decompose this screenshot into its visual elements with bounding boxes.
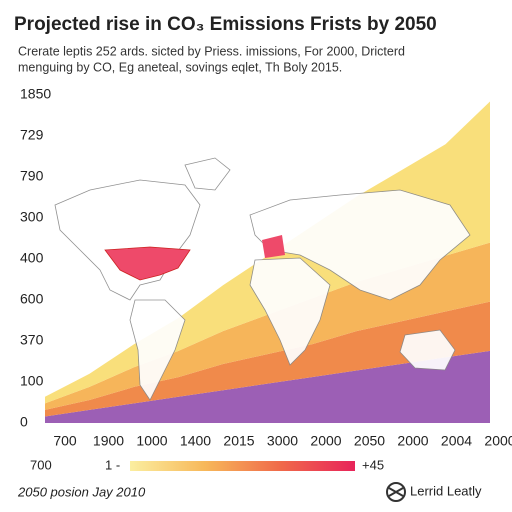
subtitle: Crerate leptis 252 ards. sicted by Pries… [18, 44, 405, 58]
area [45, 350, 490, 423]
colorbar [130, 461, 355, 471]
colorbar-label: +45 [362, 457, 384, 472]
x-tick-label: 700 [53, 433, 77, 449]
y-tick-label: 370 [20, 332, 44, 348]
footer: 2050 posion Jay 2010 [17, 484, 146, 499]
x-tick-label: 2015 [223, 433, 254, 449]
colorbar-label: 700 [30, 457, 52, 472]
x-tick-label: 3000 [267, 433, 298, 449]
x-tick-label: 1000 [136, 433, 167, 449]
subtitle: menguing by CO, Eg aneteal, sovings eqle… [18, 60, 342, 74]
logo-icon [388, 487, 404, 497]
y-tick-label: 300 [20, 209, 44, 225]
y-tick-label: 729 [20, 127, 44, 143]
x-tick-label: 2050 [354, 433, 385, 449]
y-tick-label: 100 [20, 373, 44, 389]
y-tick-label: 400 [20, 250, 44, 266]
colorbar-label: 1 - [105, 457, 120, 472]
x-tick-label: 2000 [484, 433, 512, 449]
x-tick-label: 1400 [180, 433, 211, 449]
y-tick-label: 600 [20, 291, 44, 307]
logo-text: Lerrid Leatly [410, 483, 482, 498]
y-tick-label: 790 [20, 168, 44, 184]
world-map [54, 157, 471, 401]
y-tick-label: 1850 [20, 86, 51, 102]
y-tick-label: 0 [20, 414, 28, 430]
x-tick-label: 2004 [441, 433, 472, 449]
x-tick-label: 2000 [397, 433, 428, 449]
x-tick-label: 1900 [93, 433, 124, 449]
logo-icon [386, 482, 406, 502]
chart-title: Projected rise in CO₃ Emissions Frists b… [14, 14, 437, 35]
x-tick-label: 2000 [310, 433, 341, 449]
